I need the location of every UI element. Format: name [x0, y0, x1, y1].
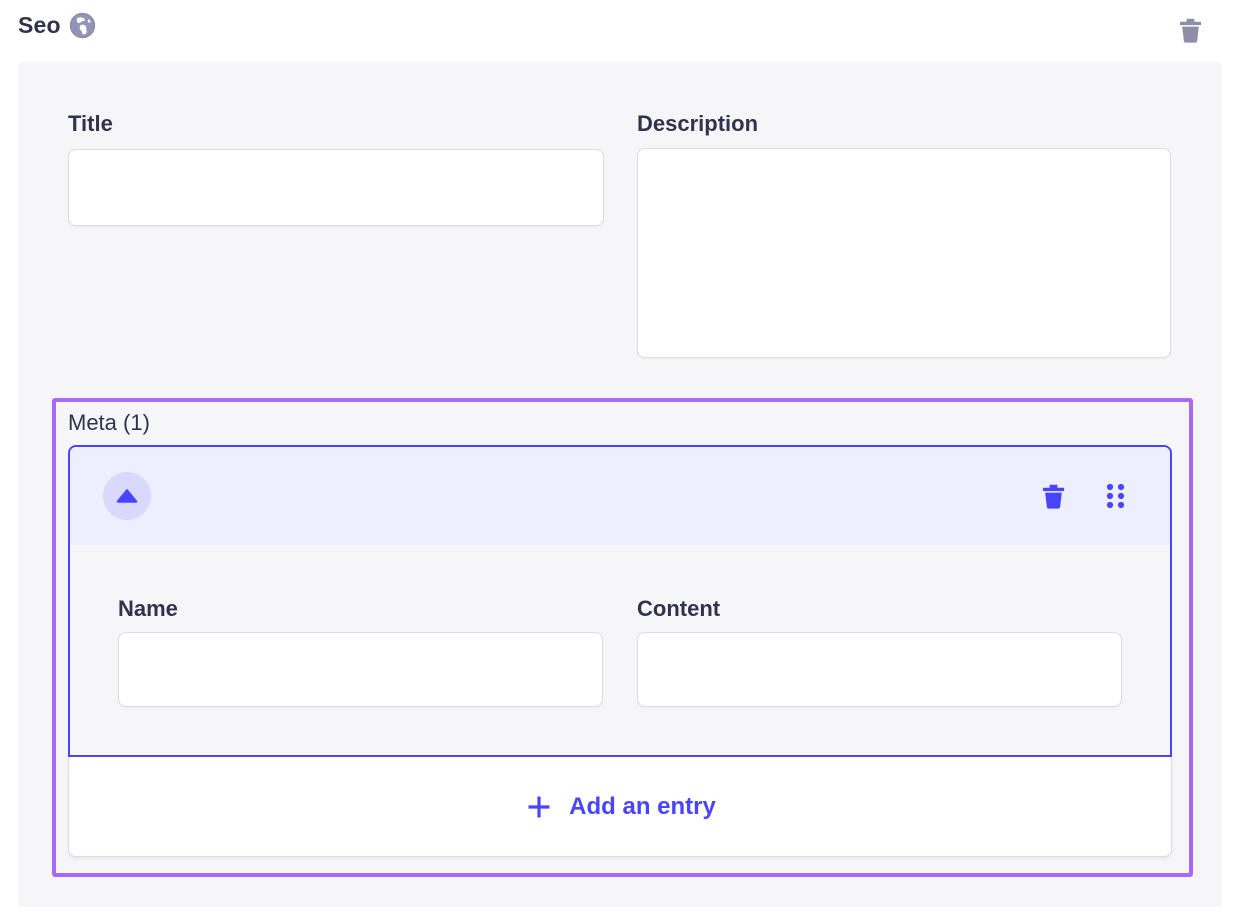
name-field-label: Name [118, 596, 178, 621]
component-title: Seo [18, 11, 61, 38]
trash-icon [1042, 484, 1065, 509]
meta-entry-header[interactable] [70, 447, 1170, 545]
delete-component-button[interactable] [1174, 14, 1206, 46]
meta-entry-accordion: Name Content [68, 445, 1172, 757]
name-input[interactable] [118, 632, 603, 707]
description-field-label: Description [637, 111, 759, 136]
drag-handle[interactable] [1105, 483, 1126, 509]
add-entry-button[interactable]: Add an entry [524, 792, 716, 822]
trash-icon [1179, 18, 1201, 43]
add-entry-label: Add an entry [569, 792, 716, 820]
title-field-label: Title [68, 111, 113, 136]
entry-actions [1040, 447, 1126, 545]
delete-entry-button[interactable] [1040, 483, 1067, 510]
meta-group-label: Meta (1) [68, 410, 150, 435]
plus-icon [528, 796, 550, 817]
title-input[interactable] [68, 149, 604, 226]
component-header: Seo [18, 10, 96, 40]
collapse-entry-button[interactable] [103, 472, 151, 520]
globe-icon [69, 12, 96, 38]
meta-repeatable-group [52, 398, 1193, 877]
chevron-up-icon [116, 489, 138, 503]
drag-dots-icon [1106, 483, 1125, 509]
meta-footer: Add an entry [68, 757, 1172, 857]
description-textarea[interactable] [637, 148, 1171, 358]
content-input[interactable] [637, 632, 1122, 707]
content-field-label: Content [637, 596, 721, 621]
